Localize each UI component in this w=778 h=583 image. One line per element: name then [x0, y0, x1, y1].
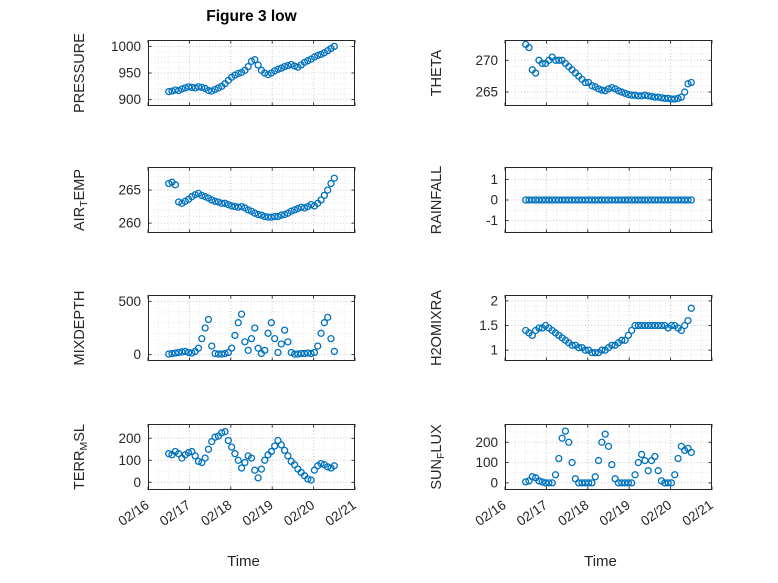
y-tick-label: 200 [118, 431, 141, 446]
y-tick-label: 100 [118, 453, 141, 468]
axes-box [148, 167, 355, 233]
y-tick-label: 0 [133, 347, 141, 362]
x-tick-label: 02/20 [281, 497, 317, 529]
x-tick-label: 02/18 [198, 497, 234, 529]
x-tick-label: 02/19 [597, 497, 633, 529]
plot-area-h2omixra: 1 1.5 2 H2OMIXRA [429, 290, 713, 366]
plot-area-pressure: 900 950 1000 PRESSURE [72, 33, 356, 113]
figure-title: Figure 3 low [206, 8, 297, 25]
subplot-terrmsl: 0 100 200 TERRMSL 02/16 02/17 02/18 02/19 02/20 0… [72, 424, 359, 529]
y-axis-label-mixdepth: MIXDEPTH [72, 291, 88, 366]
axes-box [148, 424, 355, 490]
axes-box [505, 424, 712, 490]
plot-area-rainfall: -1 0 1 RAINFALL [429, 166, 713, 234]
series-points [165, 174, 338, 221]
subplot-h2omixra: 1 1.5 2 H2OMIXRA [429, 290, 713, 366]
y-tick-label: 900 [118, 92, 141, 107]
x-tick-label: 02/21 [679, 497, 715, 529]
y-axis-label-air_temp: AIRTEMP [72, 169, 90, 231]
y-tick-label: 0 [490, 193, 498, 208]
axes-box [505, 40, 712, 106]
subplot-sunflux: 0 100 200 SUNFLUX 02/16 02/17 02/18 02/19 02/20 0… [429, 424, 716, 529]
y-tick-label: 270 [475, 53, 498, 68]
y-tick-label: 1000 [111, 39, 141, 54]
x-tick-label: 02/16 [115, 497, 151, 529]
y-tick-label: 1 [490, 172, 498, 187]
subplot-airtemp: 260 265 AIRTEMP [72, 167, 356, 233]
y-tick-label: 1.5 [479, 318, 498, 333]
plot-area-air_temp: 260 265 AIRTEMP [72, 167, 356, 233]
subplot-pressure: 900 950 1000 PRESSURE [72, 33, 356, 113]
y-axis-label-theta: THETA [429, 49, 445, 96]
y-tick-label: 950 [118, 66, 141, 81]
y-axis-label-h2omixra: H2OMIXRA [429, 290, 445, 366]
plot-area-mixdepth: 0 500 MIXDEPTH [72, 291, 356, 365]
y-tick-label: 0 [133, 475, 141, 490]
x-tick-label: 02/20 [638, 497, 674, 529]
series-points [522, 427, 695, 487]
y-axis-label-rainfall: RAINFALL [429, 166, 445, 235]
y-tick-label: -1 [486, 213, 498, 228]
y-tick-label: 1 [490, 343, 498, 358]
x-tick-label: 02/16 [472, 497, 508, 529]
y-tick-label: 200 [475, 435, 498, 450]
axes-box [505, 295, 712, 361]
series-points [165, 428, 338, 484]
x-tick-label: 02/17 [514, 497, 550, 529]
plot-area-terr_msl: 0 100 200 TERRMSL 02/16 02/17 02/18 02/19 02/20 0… [72, 424, 359, 529]
x-tick-label: 02/19 [240, 497, 276, 529]
y-tick-label: 2 [490, 293, 498, 308]
subplot-mixdepth: 0 500 MIXDEPTH [72, 291, 356, 365]
series-points [522, 304, 695, 357]
plot-area-sun_flux: 0 100 200 SUNFLUX 02/16 02/17 02/18 02/19 02/20 0… [429, 424, 716, 529]
y-tick-label: 260 [118, 216, 141, 231]
x-tick-label: 02/17 [157, 497, 193, 529]
y-tick-label: 265 [475, 85, 498, 100]
subplot-rainfall: -1 0 1 RAINFALL [429, 166, 713, 234]
series-points [522, 40, 695, 103]
y-tick-label: 500 [118, 294, 141, 309]
y-axis-label-pressure: PRESSURE [72, 33, 88, 113]
subplot-theta: 265 270 THETA [429, 40, 713, 106]
axes-box [148, 295, 355, 361]
y-axis-label-sun_flux: SUNFLUX [429, 424, 447, 490]
series-points [165, 42, 338, 96]
x-tick-label: 02/18 [555, 497, 591, 529]
y-axis-label-terr_msl: TERRMSL [72, 424, 90, 490]
plot-area-theta: 265 270 THETA [429, 40, 713, 106]
y-tick-label: 100 [475, 455, 498, 470]
y-tick-label: 265 [118, 183, 141, 198]
x-axis-label-left: Time [227, 553, 260, 570]
series-points [165, 310, 338, 358]
x-tick-label: 02/21 [322, 497, 358, 529]
series-points [522, 196, 695, 204]
x-axis-label-right: Time [584, 553, 617, 570]
y-tick-label: 0 [490, 475, 498, 490]
